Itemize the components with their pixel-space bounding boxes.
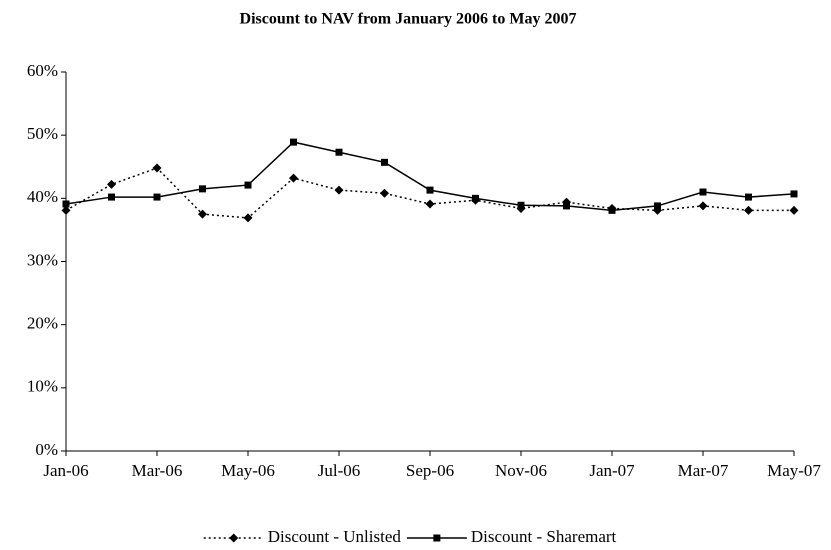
marker [152,163,162,173]
x-tick-label: Sep-06 [406,461,454,480]
marker [153,193,161,201]
x-tick-label: May-06 [221,461,275,480]
marker [62,200,70,208]
marker [698,201,708,211]
y-tick-label: 40% [27,187,58,206]
x-tick-label: Mar-07 [678,461,729,480]
marker [244,181,252,189]
marker [699,188,707,196]
x-tick-label: Jan-07 [589,461,635,480]
marker [381,158,388,166]
marker [107,179,116,189]
x-tick-label: Jul-06 [318,461,361,480]
marker [608,206,616,214]
marker [433,534,441,542]
legend-label: Discount - Unlisted [268,527,402,546]
marker [198,209,207,219]
x-tick-label: Nov-06 [495,461,547,480]
marker [290,138,297,146]
marker [229,533,239,543]
marker [425,199,435,209]
marker [334,185,344,195]
marker [563,202,570,210]
chart-title: Discount to NAV from January 2006 to May… [240,11,577,28]
y-tick-label: 20% [27,314,58,333]
marker [380,188,389,198]
x-tick-label: Mar-06 [132,461,183,480]
marker [108,193,115,201]
marker [199,185,206,193]
marker [790,190,798,198]
x-tick-label: Jan-06 [43,461,88,480]
x-tick-label: May-07 [767,461,821,480]
marker [517,201,525,209]
marker [745,193,752,201]
marker [789,205,799,215]
y-tick-label: 0% [35,440,58,459]
marker [335,148,343,156]
marker [61,205,71,215]
legend-label: Discount - Sharemart [471,527,617,546]
marker [472,194,479,202]
y-tick-label: 30% [27,250,58,269]
marker [289,173,298,183]
marker [654,202,661,210]
marker [243,213,253,223]
y-tick-label: 10% [27,377,58,396]
y-tick-label: 60% [27,61,58,80]
legend: Discount - Unlisted Discount - Sharemart [203,527,617,546]
marker [744,205,753,215]
marker [426,186,434,194]
y-tick-label: 50% [27,124,58,143]
